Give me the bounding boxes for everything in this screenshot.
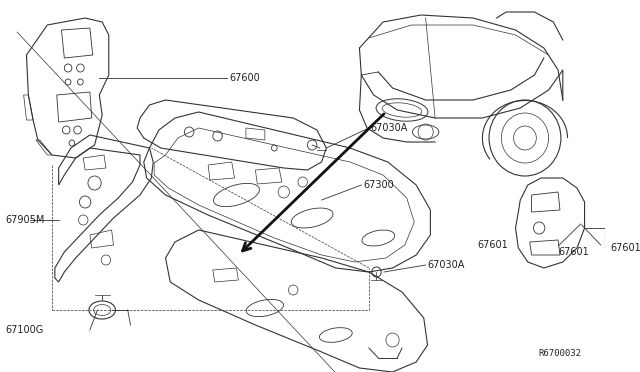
Text: 67030A: 67030A — [428, 260, 465, 270]
Text: R6700032: R6700032 — [539, 349, 582, 358]
Text: 67601: 67601 — [610, 243, 640, 253]
Text: 67030A: 67030A — [371, 123, 408, 133]
Text: 67905M: 67905M — [6, 215, 45, 225]
Text: 67100G: 67100G — [6, 325, 44, 335]
Text: 67601: 67601 — [477, 240, 508, 250]
Text: 67601: 67601 — [558, 247, 589, 257]
Text: 67300: 67300 — [364, 180, 394, 190]
Text: 67600: 67600 — [229, 73, 260, 83]
